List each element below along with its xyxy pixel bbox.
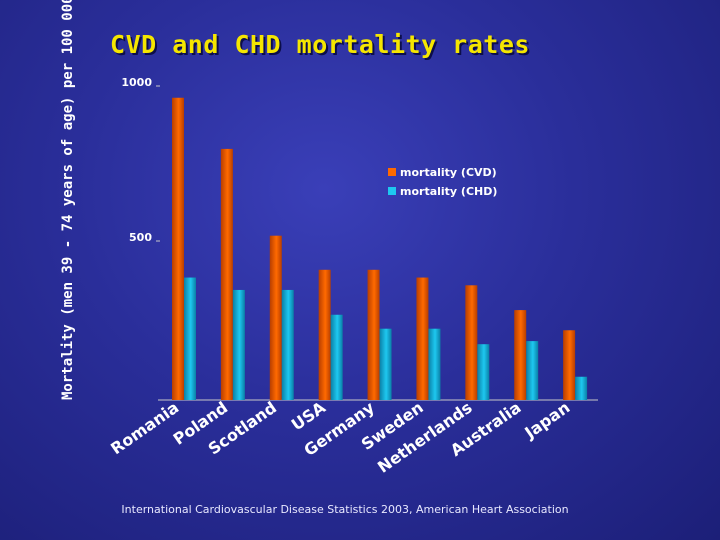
bar-cvd — [465, 285, 478, 400]
bar-cvd — [416, 277, 429, 400]
bar-chd — [379, 328, 392, 400]
bar-chd — [428, 328, 441, 400]
bar-cvd — [220, 148, 233, 400]
bar-chd — [184, 277, 196, 400]
bar-chd — [232, 289, 245, 400]
legend-label: mortality (CHD) — [400, 185, 497, 198]
bar-chd — [526, 341, 539, 400]
bar-chd — [330, 314, 343, 400]
category-label: Romania — [107, 398, 182, 459]
bar-chd — [575, 376, 588, 400]
bar-cvd — [318, 269, 331, 400]
y-axis-label: Mortality (men 39 - 74 years of age) per… — [60, 0, 76, 400]
y-tick-label: 500 — [129, 231, 152, 244]
bar-cvd — [367, 269, 380, 400]
legend-label: mortality (CVD) — [400, 166, 497, 179]
bar-chd — [281, 289, 294, 400]
bar-cvd — [269, 235, 282, 400]
source-citation: International Cardiovascular Disease Sta… — [121, 503, 569, 516]
legend-swatch-chd — [388, 187, 396, 195]
bar-cvd — [172, 97, 184, 400]
y-axis-label-text: Mortality (men 39 - 74 years of age) per… — [60, 0, 76, 400]
bar-cvd — [563, 330, 576, 400]
y-tick-label: 1000 — [121, 76, 152, 89]
y-ticks: 500 1000 — [121, 76, 160, 244]
bars — [172, 97, 588, 400]
category-label: Japan — [520, 398, 573, 443]
legend: mortality (CVD) mortality (CHD) — [388, 166, 497, 198]
bar-chd — [477, 344, 490, 400]
legend-swatch-cvd — [388, 168, 396, 176]
slide-title: CVD and CHD mortality rates — [110, 30, 530, 59]
bar-cvd — [514, 310, 527, 400]
